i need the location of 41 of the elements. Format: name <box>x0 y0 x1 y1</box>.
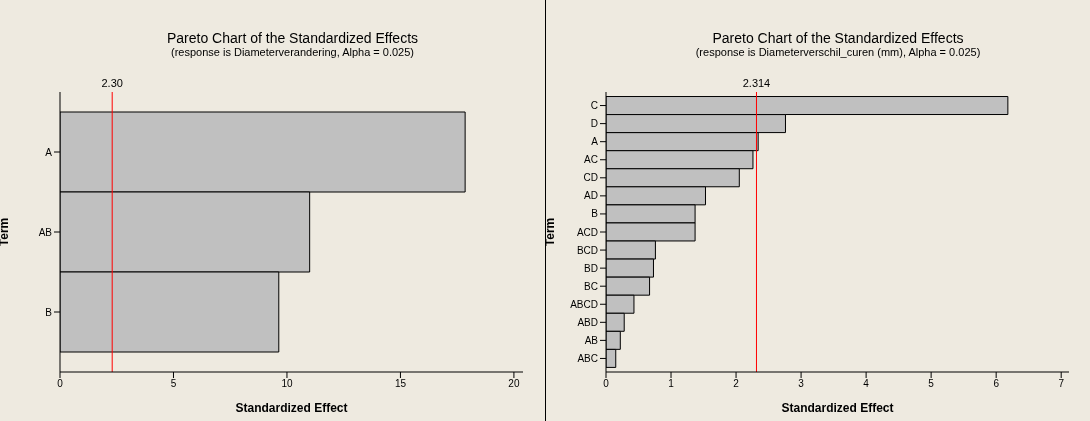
x-tick-label: 20 <box>508 378 520 390</box>
x-tick-label: 5 <box>170 378 177 390</box>
y-tick-label: ABD <box>577 316 598 328</box>
chart-title: Pareto Chart of the Standardized Effects <box>711 30 965 46</box>
ref-line-label: 2.30 <box>101 77 123 89</box>
x-tick-label: 3 <box>798 378 805 390</box>
y-tick-label: C <box>590 100 598 112</box>
x-tick-label: 5 <box>928 378 935 390</box>
y-tick-label: ACD <box>576 226 598 238</box>
chart-subtitle: (response is Diameterverandering, Alpha = 0.025) <box>169 46 416 58</box>
y-tick-label: ABC <box>577 353 598 364</box>
x-tick-label: 0 <box>57 378 64 390</box>
x-tick-label: 10 <box>281 378 293 390</box>
y-tick-label: AB <box>38 226 53 238</box>
y-tick-label: B <box>591 208 599 220</box>
y-tick-label: ABCD <box>570 298 598 310</box>
y-tick-label: BD <box>584 262 598 274</box>
x-tick-label: 7 <box>1058 378 1065 390</box>
y-tick-label: AC <box>584 154 598 166</box>
chart-subtitle: (response is Diameterverschil_curen (mm), Alpha = 0.025) <box>694 46 982 58</box>
y-tick-label: CD <box>583 172 598 184</box>
y-tick-label: BC <box>584 280 598 292</box>
y-tick-label: AD <box>584 190 598 202</box>
x-tick-label: 0 <box>603 378 610 390</box>
x-tick-label: 6 <box>993 378 1000 390</box>
x-tick-label: 1 <box>668 378 675 390</box>
y-axis-title: Term <box>543 217 558 247</box>
y-tick-label: A <box>591 136 599 148</box>
y-tick-label: AB <box>584 334 599 346</box>
y-tick-label: BCD <box>576 244 598 256</box>
x-axis-title: Standardized Effect <box>235 401 348 415</box>
x-tick-label: 4 <box>863 378 870 390</box>
x-tick-label: 15 <box>394 378 407 390</box>
y-tick-label: A <box>45 146 53 158</box>
x-tick-label: 2 <box>733 378 740 390</box>
x-axis-title: Standardized Effect <box>781 401 894 415</box>
y-tick-label: D <box>590 118 598 130</box>
y-tick-label: B <box>45 306 53 318</box>
chart-title: Pareto Chart of the Standardized Effects <box>165 30 420 46</box>
ref-line-label: 2.314 <box>742 77 771 89</box>
y-axis-title: Term <box>0 217 12 247</box>
